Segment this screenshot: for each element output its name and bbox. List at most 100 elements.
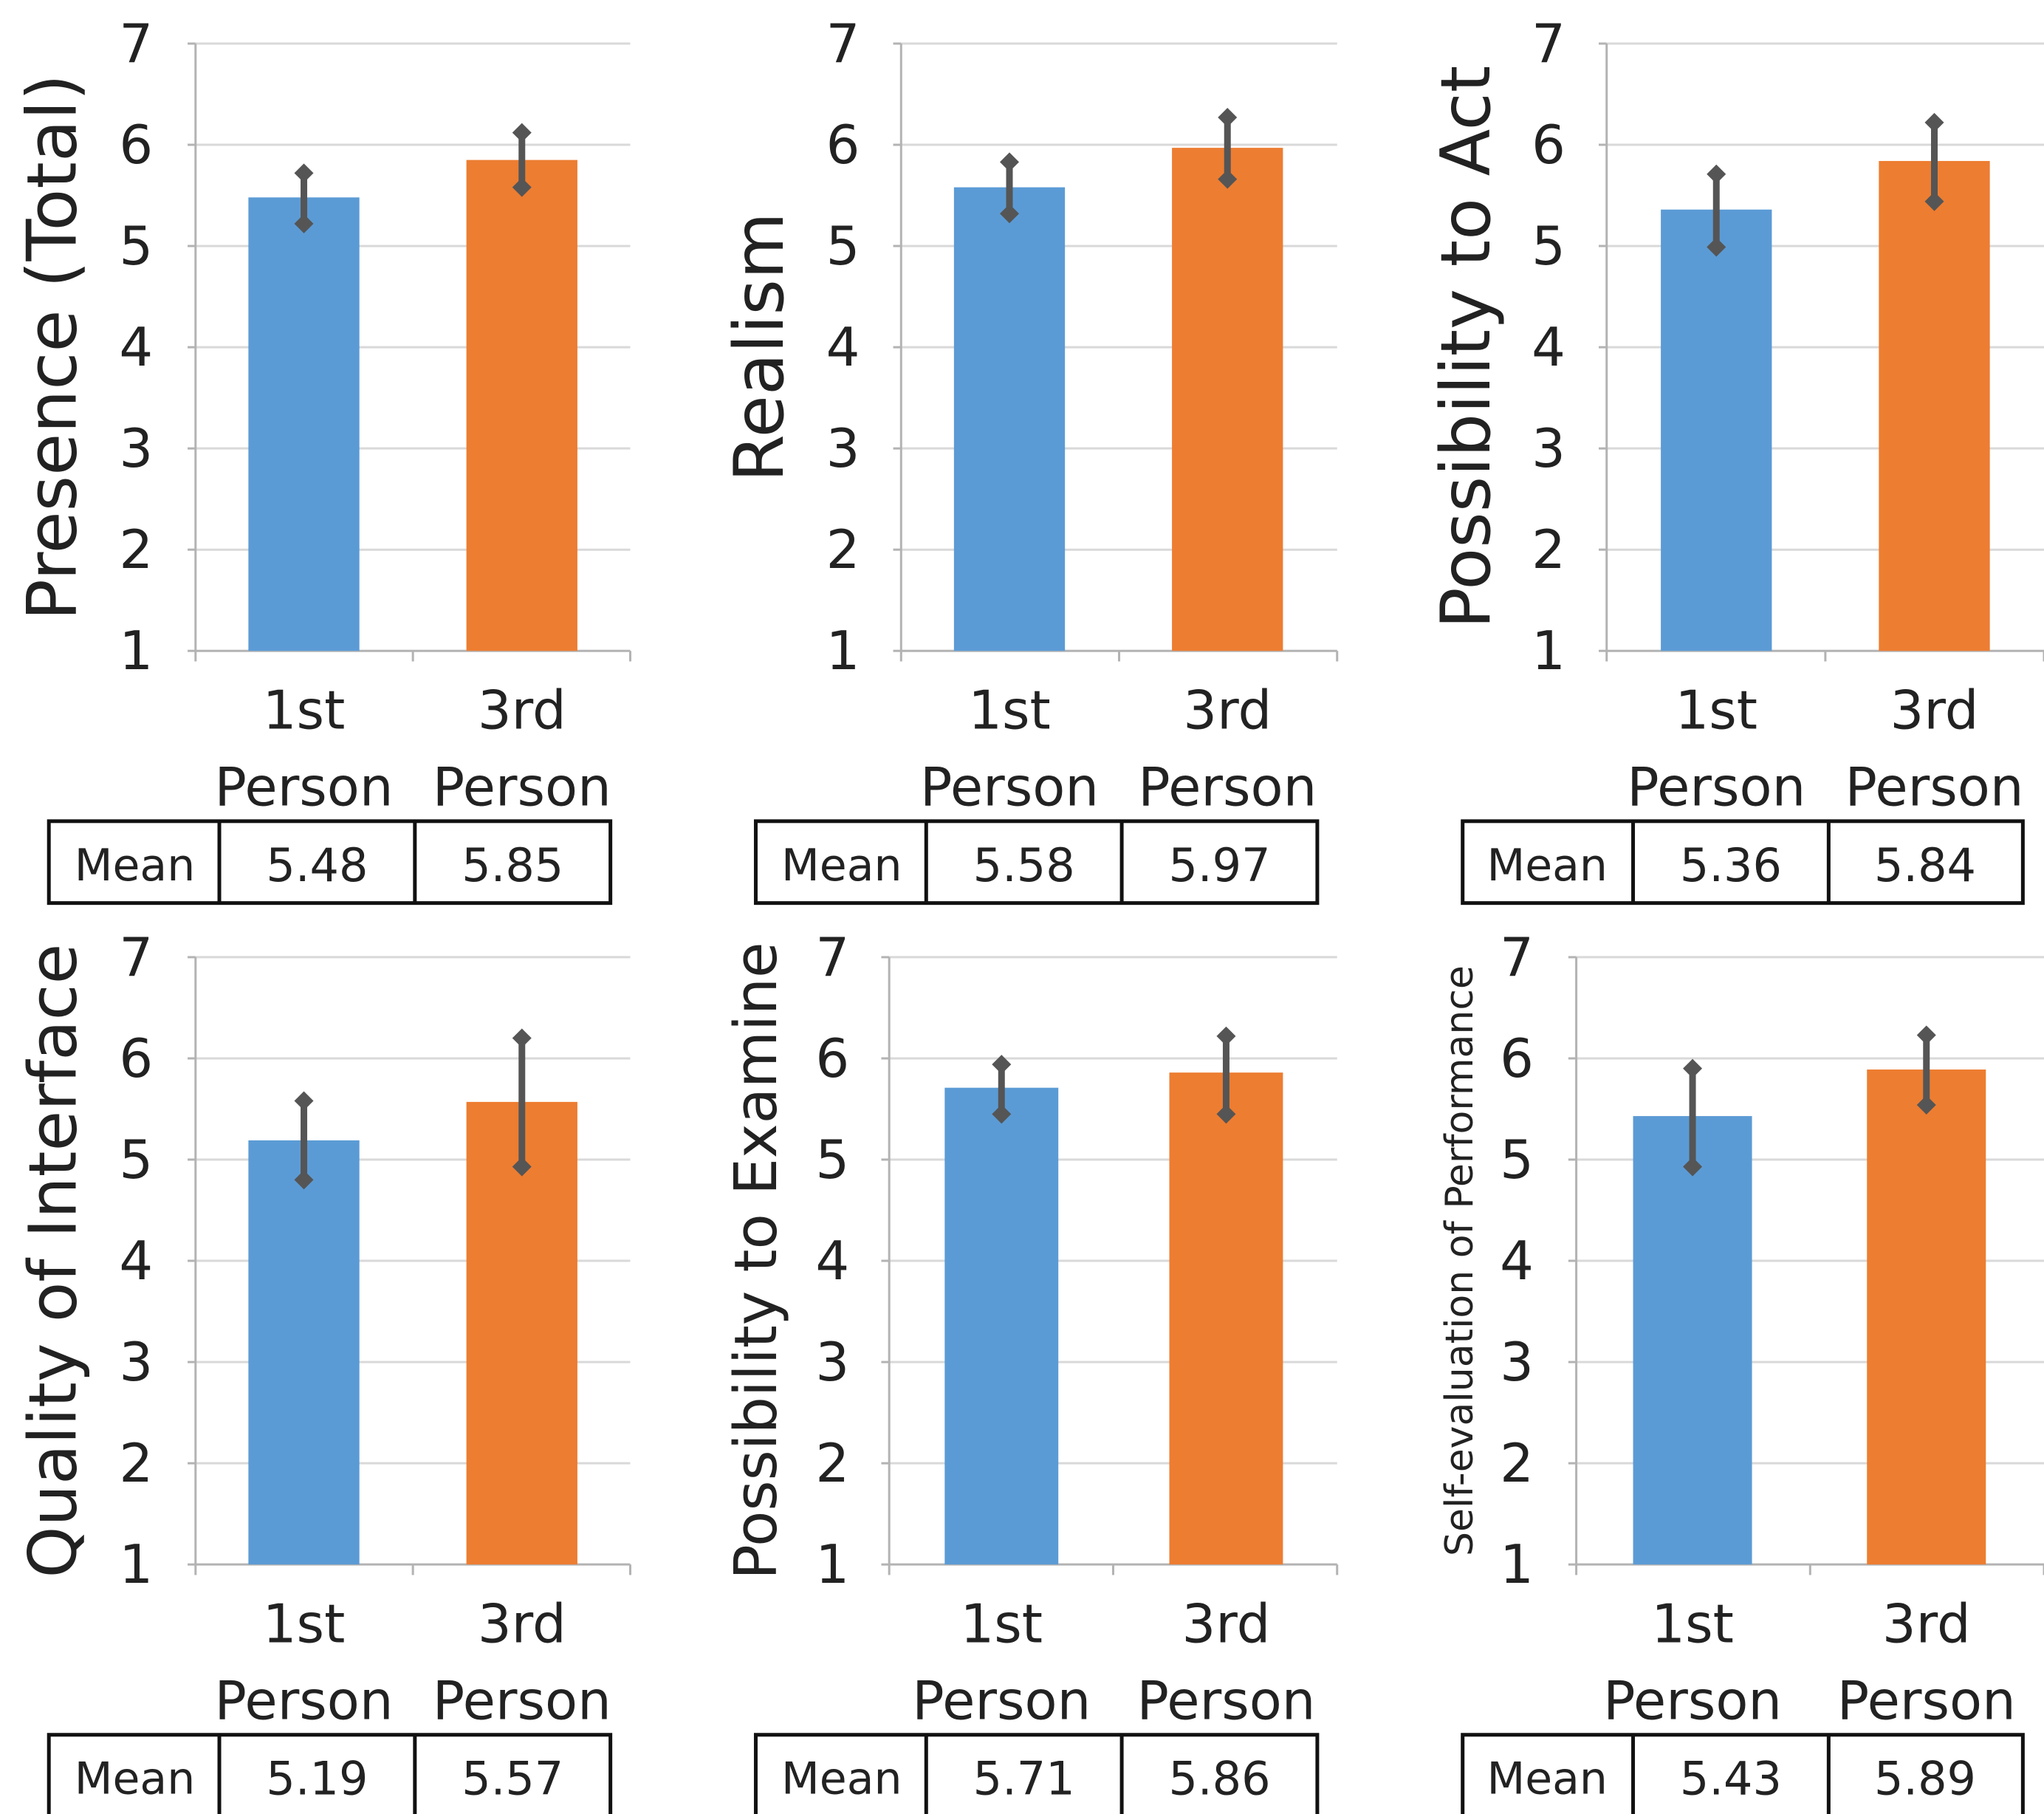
x-category-label-line1: 1st — [960, 1593, 1043, 1655]
mean-row-label: Mean — [781, 840, 902, 891]
error-bar — [1683, 1058, 1703, 1177]
mean-table: Mean 5.71 5.86 — [753, 1733, 1320, 1814]
x-category-label-line2: Person — [433, 1669, 611, 1731]
y-tick-label: 6 — [1532, 114, 1565, 176]
y-tick-label: 6 — [815, 1027, 849, 1089]
mean-row-label: Mean — [1486, 1753, 1607, 1805]
error-bar — [294, 1091, 314, 1190]
error-bar-cap — [1916, 1095, 1936, 1115]
error-bar-cap — [1683, 1157, 1703, 1177]
error-bar-cap — [1916, 1025, 1936, 1045]
mean-value-1st-person: 5.71 — [973, 1752, 1075, 1806]
mean-table: Mean 5.43 5.89 — [1461, 1733, 2025, 1814]
error-bar — [1000, 152, 1020, 224]
x-category-label-line2: Person — [1845, 756, 2024, 818]
x-category-label-line1: 1st — [1651, 1593, 1734, 1655]
mean-value-3rd-person: 5.57 — [462, 1752, 563, 1806]
y-tick-label: 7 — [119, 13, 153, 75]
error-bar-cap — [512, 123, 532, 143]
x-category-label-line1: 1st — [968, 680, 1051, 742]
x-category-label-line1: 1st — [263, 680, 346, 742]
x-category-label-line1: 3rd — [1890, 680, 1979, 742]
y-axis-title: Presence (Total) — [13, 74, 92, 620]
error-bar — [512, 1028, 532, 1177]
mean-value-1st-person: 5.48 — [266, 838, 368, 892]
bar-1st-person — [953, 187, 1066, 651]
bar-3rd-person — [1879, 160, 1990, 651]
y-axis-title: Possibility to Examine — [722, 942, 790, 1579]
mean-row-label: Mean — [75, 840, 195, 891]
y-axis-title: Realism — [719, 212, 799, 482]
x-category-label-line2: Person — [215, 1669, 394, 1731]
bar-3rd-person — [466, 160, 577, 651]
y-tick-label: 4 — [1500, 1230, 1534, 1292]
y-tick-label: 2 — [1500, 1432, 1534, 1494]
mean-table: Mean 5.48 5.85 — [47, 819, 613, 906]
x-category-label-line1: 1st — [263, 1593, 346, 1655]
y-tick-label: 2 — [815, 1432, 849, 1494]
bar-3rd-person — [466, 1101, 577, 1565]
y-tick-label: 3 — [1532, 417, 1565, 479]
bar-3rd-person — [1169, 1072, 1283, 1565]
y-tick-label: 5 — [1500, 1129, 1534, 1191]
error-bar-cap — [1707, 164, 1726, 184]
x-category-label-line1: 3rd — [1882, 1593, 1971, 1655]
y-tick-label: 3 — [815, 1331, 849, 1393]
x-category-label-line2: Person — [215, 756, 394, 818]
bar-3rd-person — [1172, 148, 1283, 651]
y-tick-label: 4 — [815, 1230, 849, 1292]
y-axis-title: Possibility to Act — [1426, 66, 1506, 629]
error-bar-cap — [294, 163, 314, 183]
error-bar-cap — [1218, 108, 1238, 128]
error-bar-cap — [1000, 152, 1020, 172]
error-bar-cap — [992, 1055, 1012, 1075]
mean-table-border — [1461, 1733, 2025, 1814]
y-tick-label: 1 — [1500, 1533, 1534, 1595]
mean-table: Mean 5.58 5.97 — [753, 819, 1320, 906]
y-tick-label: 2 — [1532, 518, 1565, 581]
y-tick-label: 2 — [826, 518, 860, 581]
error-bar-cap — [294, 1091, 314, 1111]
x-category-label-line1: 3rd — [1183, 680, 1272, 742]
y-tick-label: 1 — [826, 620, 860, 682]
y-tick-label: 4 — [1532, 316, 1565, 378]
x-category-label-line2: Person — [912, 1669, 1091, 1731]
error-bar-cap — [512, 1157, 532, 1177]
x-category-label-line1: 3rd — [478, 1593, 566, 1655]
error-bar-cap — [512, 1028, 532, 1048]
mean-value-1st-person: 5.19 — [266, 1752, 368, 1806]
error-bar-cap — [1216, 1026, 1236, 1046]
chart-panel-6: 1 2 3 4 5 6 7 Self-evaluation of Performance 1st… — [1438, 926, 2044, 1814]
bar-3rd-person — [1867, 1069, 1986, 1565]
y-tick-label: 7 — [119, 926, 153, 988]
error-bar-cap — [992, 1104, 1012, 1124]
y-tick-label: 5 — [119, 1129, 153, 1191]
y-tick-label: 5 — [1532, 215, 1565, 277]
bar-1st-person — [944, 1087, 1059, 1565]
mean-table-border — [47, 819, 613, 906]
error-bar-cap — [294, 213, 314, 233]
mean-table-border — [753, 819, 1320, 906]
mean-value-3rd-person: 5.97 — [1168, 838, 1270, 892]
x-category-label-line2: Person — [1837, 1669, 2016, 1731]
error-bar — [1707, 164, 1726, 257]
mean-value-1st-person: 5.43 — [1680, 1752, 1782, 1806]
y-tick-label: 6 — [826, 114, 860, 176]
y-tick-label: 5 — [815, 1129, 849, 1191]
x-category-label-line1: 3rd — [478, 680, 566, 742]
error-bar — [1216, 1026, 1236, 1124]
error-bar — [294, 163, 314, 233]
x-category-label-line2: Person — [1138, 756, 1317, 818]
chart-panel-3: 1 2 3 4 5 6 7 Possibility to Act 1st Person 3rd Per… — [1426, 13, 2044, 906]
y-tick-label: 4 — [119, 316, 153, 378]
mean-table: Mean 5.19 5.57 — [47, 1733, 613, 1814]
error-bar — [1916, 1025, 1936, 1115]
error-bar-cap — [1707, 237, 1726, 257]
y-tick-label: 6 — [1500, 1027, 1534, 1089]
bar-1st-person — [248, 197, 360, 651]
y-axis-title: Quality of Interface — [15, 944, 92, 1578]
y-tick-label: 7 — [1532, 13, 1565, 75]
y-tick-label: 5 — [119, 215, 153, 277]
bar-1st-person — [248, 1140, 360, 1565]
